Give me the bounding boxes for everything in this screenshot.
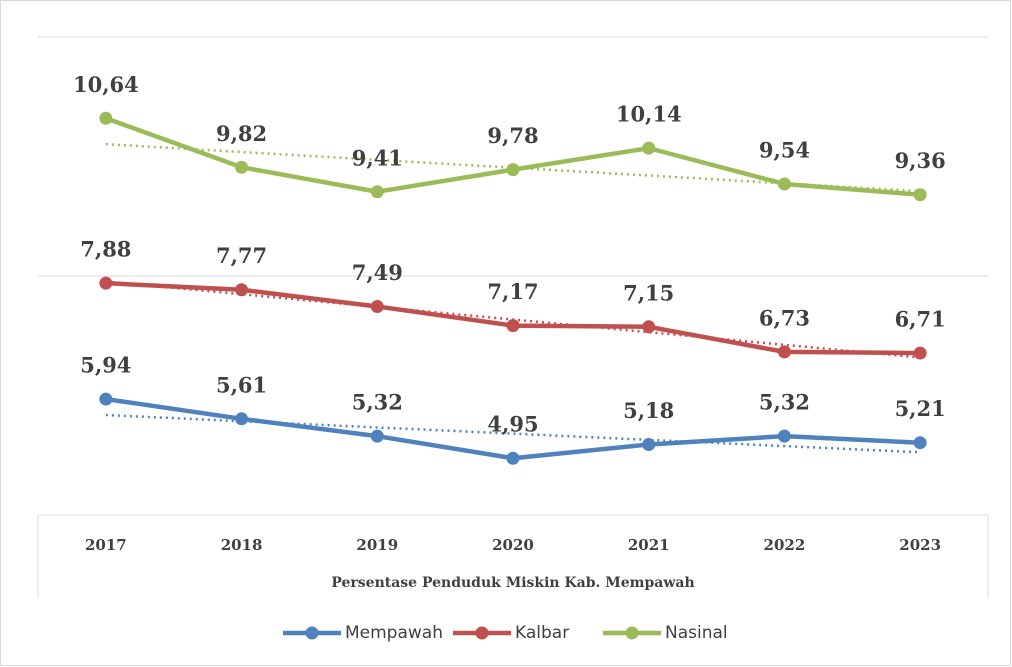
point bbox=[777, 177, 791, 191]
trend-line bbox=[105, 413, 921, 454]
data-label: 10,64 bbox=[73, 72, 139, 97]
point bbox=[913, 436, 927, 450]
data-label: 5,94 bbox=[80, 353, 131, 378]
data-label: 9,54 bbox=[759, 137, 810, 162]
data-label: 5,18 bbox=[623, 398, 674, 423]
x-axis-title: Persentase Penduduk Miskin Kab. Mempawah bbox=[331, 575, 694, 591]
data-label: 5,61 bbox=[216, 372, 267, 397]
point bbox=[370, 429, 384, 443]
x-tick-label: 2021 bbox=[628, 536, 670, 554]
data-label: 5,32 bbox=[352, 390, 403, 415]
point bbox=[370, 185, 384, 199]
point bbox=[235, 412, 249, 426]
data-label: 6,71 bbox=[895, 307, 946, 332]
x-tick-label: 2023 bbox=[899, 536, 941, 554]
point bbox=[642, 141, 656, 155]
legend-marker bbox=[305, 626, 319, 640]
point bbox=[370, 299, 384, 313]
point bbox=[913, 188, 927, 202]
data-label: 6,73 bbox=[759, 305, 810, 330]
point bbox=[235, 160, 249, 174]
point bbox=[99, 111, 113, 125]
point bbox=[777, 345, 791, 359]
legend-label: Mempawah bbox=[345, 623, 443, 643]
data-label: 7,77 bbox=[216, 243, 267, 268]
legend-marker bbox=[625, 626, 639, 640]
point bbox=[642, 437, 656, 451]
data-label: 4,95 bbox=[487, 412, 538, 437]
point bbox=[506, 451, 520, 465]
point bbox=[506, 319, 520, 333]
point bbox=[235, 283, 249, 297]
data-label: 7,17 bbox=[487, 279, 538, 304]
x-tick-label: 2019 bbox=[356, 536, 398, 554]
point bbox=[913, 346, 927, 360]
data-label: 5,32 bbox=[759, 390, 810, 415]
point bbox=[99, 276, 113, 290]
point bbox=[642, 320, 656, 334]
point bbox=[99, 392, 113, 406]
x-tick-label: 2017 bbox=[85, 536, 127, 554]
data-label: 9,78 bbox=[487, 123, 538, 148]
x-tick-label: 2022 bbox=[764, 536, 806, 554]
legend-marker bbox=[475, 626, 489, 640]
point bbox=[777, 429, 791, 443]
data-label: 7,15 bbox=[623, 280, 674, 305]
x-tick-label: 2020 bbox=[492, 536, 534, 554]
data-label: 9,82 bbox=[216, 121, 267, 146]
x-tick-label: 2018 bbox=[221, 536, 263, 554]
legend-label: Kalbar bbox=[515, 623, 569, 643]
data-label: 7,88 bbox=[80, 237, 131, 262]
point bbox=[506, 163, 520, 177]
data-label: 10,14 bbox=[616, 102, 682, 127]
data-label: 7,49 bbox=[352, 260, 403, 285]
data-label: 9,41 bbox=[352, 145, 403, 170]
data-label: 9,36 bbox=[895, 148, 946, 173]
legend-label: Nasinal bbox=[665, 623, 728, 643]
data-label: 5,21 bbox=[895, 396, 946, 421]
